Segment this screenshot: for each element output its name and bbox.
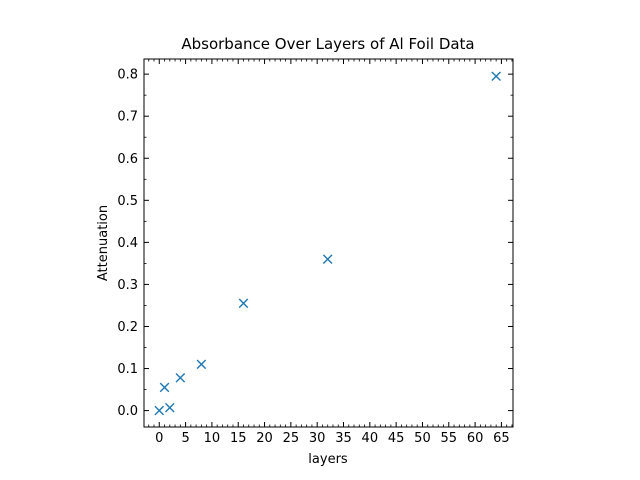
x-tick-label: 5	[181, 431, 189, 446]
data-point	[322, 254, 333, 264]
x-tick-label: 35	[335, 431, 352, 446]
data-point	[159, 382, 170, 393]
x-tick-label: 60	[467, 431, 484, 446]
data-point	[164, 402, 175, 413]
data-point	[175, 372, 186, 383]
y-tick-label: 0.0	[117, 404, 138, 419]
y-tick-label: 0.3	[117, 278, 138, 293]
data-point	[491, 71, 501, 82]
x-tick-label: 0	[155, 431, 163, 446]
x-tick-label: 40	[362, 431, 379, 446]
data-point	[238, 298, 249, 309]
data-point	[154, 405, 165, 416]
chart-title: Absorbance Over Layers of Al Foil Data	[181, 35, 474, 53]
x-tick-label: 45	[388, 431, 405, 446]
x-axis-label: layers	[308, 452, 348, 467]
x-tick-label: 10	[204, 431, 221, 446]
y-tick-label: 0.6	[117, 152, 138, 167]
y-tick-label: 0.8	[117, 68, 138, 83]
y-tick-label: 0.7	[117, 110, 138, 125]
data-point	[196, 359, 207, 370]
x-tick-label: 20	[256, 431, 273, 446]
x-tick-label: 25	[283, 431, 300, 446]
y-tick-label: 0.4	[117, 236, 138, 251]
plot-frame	[143, 58, 514, 428]
y-tick-label: 0.2	[117, 320, 138, 335]
x-tick-label: 30	[309, 431, 326, 446]
y-axis-label: Attenuation	[96, 205, 111, 281]
y-tick-label: 0.1	[117, 362, 138, 377]
y-tick-label: 0.5	[117, 194, 138, 209]
x-tick-label: 65	[493, 431, 510, 446]
x-tick-label: 55	[441, 431, 458, 446]
x-tick-label: 15	[230, 431, 247, 446]
x-tick-label: 50	[414, 431, 431, 446]
